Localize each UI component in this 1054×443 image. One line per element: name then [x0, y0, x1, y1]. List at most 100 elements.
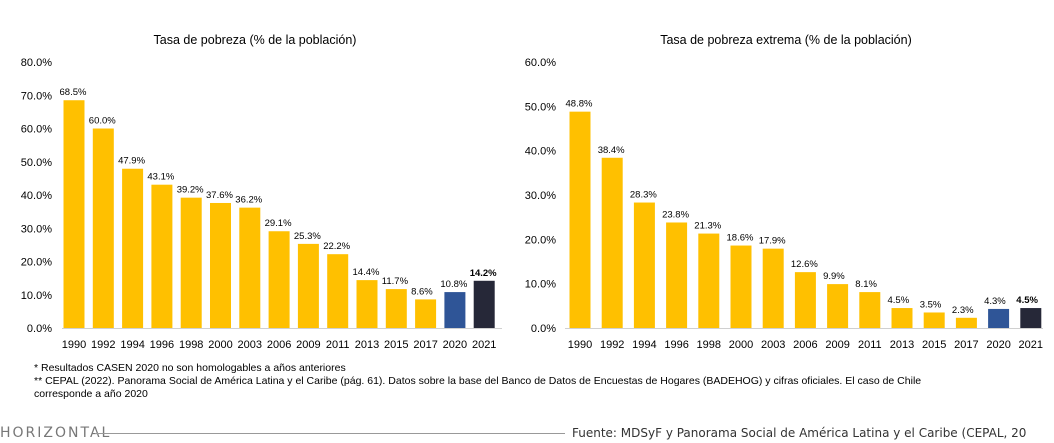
- chart1-ytick-label: 60.0%: [21, 124, 52, 136]
- chart2-data-label-2017: 2.3%: [952, 305, 974, 316]
- chart1-ytick-label: 40.0%: [21, 190, 52, 202]
- chart2-data-label-2015: 3.5%: [920, 299, 942, 310]
- chart2-bar-2015: [923, 312, 945, 328]
- chart2-xtick-label-1992: 1992: [600, 339, 624, 351]
- chart2-bar-1998: [698, 233, 720, 328]
- chart2-xtick-label-2011: 2011: [858, 339, 882, 351]
- footnote-casen: * Resultados CASEN 2020 no son homologab…: [34, 362, 346, 374]
- chart1-bar-1990: [63, 100, 85, 328]
- chart1-data-label-2009: 25.3%: [294, 231, 321, 242]
- chart2-xtick-label-2013: 2013: [890, 339, 914, 351]
- chart2-ytick-label: 0.0%: [531, 323, 556, 335]
- chart2-xtick-label-2003: 2003: [761, 339, 785, 351]
- chart2-data-label-1992: 38.4%: [598, 145, 625, 156]
- footnotes: * Resultados CASEN 2020 no son homologab…: [34, 362, 1034, 401]
- chart2-xtick-label-2021: 2021: [1019, 339, 1043, 351]
- chart1-ytick-label: 30.0%: [21, 223, 52, 235]
- chart1-xtick-label-2011: 2011: [326, 339, 350, 351]
- source-text: Fuente: MDSyF y Panorama Social de Améri…: [572, 426, 1027, 440]
- chart1-bar-2009: [297, 243, 319, 328]
- chart2-xtick-label-1990: 1990: [568, 339, 592, 351]
- chart1-xtick-label-1994: 1994: [120, 339, 144, 351]
- footnote-cepal: ** CEPAL (2022). Panorama Social de Amér…: [34, 375, 922, 387]
- chart1-data-label-1998: 39.2%: [177, 185, 204, 196]
- chart1-data-label-2017: 8.6%: [411, 286, 433, 297]
- chart1-data-label-2021: 14.2%: [470, 268, 497, 279]
- chart1-xtick-label-2013: 2013: [355, 339, 379, 351]
- chart1-data-label-2011: 22.2%: [323, 241, 350, 252]
- chart2-bar-2021: [1020, 308, 1042, 328]
- footer-divider: [95, 433, 565, 434]
- chart2-data-label-2006: 12.6%: [791, 259, 818, 270]
- chart1-ytick-label: 20.0%: [21, 257, 52, 269]
- chart2-data-label-2003: 17.9%: [759, 236, 786, 247]
- chart2-data-label-1996: 23.8%: [662, 209, 689, 220]
- chart2-bar-1990: [569, 111, 591, 328]
- footnote-cepal-cont: corresponde a año 2020: [34, 388, 148, 400]
- chart1-xtick-label-1998: 1998: [179, 339, 203, 351]
- brand-logo: HORIZONTAL: [0, 425, 112, 441]
- chart1-bar-1996: [151, 184, 173, 328]
- chart1-data-label-2015: 11.7%: [382, 276, 409, 287]
- chart1-bar-2015: [385, 289, 407, 328]
- chart2-ytick-label: 50.0%: [525, 101, 556, 113]
- chart1-bar-2021: [473, 280, 495, 328]
- chart1-xtick-label-2006: 2006: [267, 339, 291, 351]
- chart1-ytick-label: 0.0%: [27, 323, 52, 335]
- chart1-data-label-1994: 47.9%: [118, 156, 145, 167]
- chart2-data-label-2011: 8.1%: [855, 279, 877, 290]
- charts-area: Tasa de pobreza (% de la población) 0.0% 1…: [21, 33, 1043, 351]
- chart2-bar-2020: [988, 308, 1010, 328]
- chart1-bar-1994: [122, 168, 144, 328]
- chart1-ytick-label: 10.0%: [21, 290, 52, 302]
- chart2-xtick-label-2017: 2017: [954, 339, 978, 351]
- chart2-data-label-2020: 4.3%: [984, 296, 1006, 307]
- chart2-xtick-label-2020: 2020: [986, 339, 1010, 351]
- chart2-data-label-2013: 4.5%: [888, 295, 910, 306]
- chart1-xtick-label-2021: 2021: [472, 339, 496, 351]
- chart2-data-label-1990: 48.8%: [566, 99, 593, 110]
- chart2-bar-2009: [827, 284, 849, 328]
- chart2-ytick-label: 20.0%: [525, 234, 556, 246]
- chart1-data-label-2006: 29.1%: [265, 218, 292, 229]
- chart2-data-label-1998: 21.3%: [694, 221, 721, 232]
- chart2-bar-2006: [794, 272, 816, 328]
- chart1-xtick-label-1990: 1990: [62, 339, 86, 351]
- chart1-xtick-label-2017: 2017: [413, 339, 437, 351]
- chart2-xtick-label-1996: 1996: [664, 339, 688, 351]
- chart2-xtick-label-2000: 2000: [729, 339, 753, 351]
- chart2-xtick-label-2015: 2015: [922, 339, 946, 351]
- chart1-xtick-label-2000: 2000: [208, 339, 232, 351]
- chart2-data-label-2009: 9.9%: [823, 271, 845, 282]
- chart1-data-label-2020: 10.8%: [440, 279, 467, 290]
- chart1-bar-1992: [92, 128, 114, 328]
- page-footer: HORIZONTAL Fuente: MDSyF y Panorama Soci…: [0, 423, 1054, 443]
- chart1-data-label-2000: 37.6%: [206, 190, 233, 201]
- chart2-bar-2017: [955, 317, 977, 328]
- chart2-bar-2003: [762, 248, 784, 328]
- chart2-ytick-label: 10.0%: [525, 279, 556, 291]
- chart1-bar-1998: [180, 197, 202, 328]
- chart1-ytick-label: 50.0%: [21, 157, 52, 169]
- chart2-ytick-label: 60.0%: [525, 57, 556, 69]
- chart1-data-label-1992: 60.0%: [89, 116, 116, 127]
- chart2-xtick-label-1998: 1998: [697, 339, 721, 351]
- chart2-title: Tasa de pobreza extrema (% de la poblaci…: [660, 33, 912, 47]
- chart1-xtick-label-2020: 2020: [443, 339, 467, 351]
- chart2-bar-1996: [666, 222, 688, 328]
- chart2-ytick-label: 30.0%: [525, 190, 556, 202]
- chart1-ytick-label: 80.0%: [21, 57, 52, 69]
- chart2-data-label-1994: 28.3%: [630, 190, 657, 201]
- chart2-xtick-label-2006: 2006: [793, 339, 817, 351]
- chart1-bar-2000: [210, 202, 231, 328]
- chart2-bar-1992: [601, 157, 623, 328]
- chart1-xtick-label-2009: 2009: [296, 339, 320, 351]
- chart1-data-label-2013: 14.4%: [353, 267, 380, 278]
- chart2-data-label-2000: 18.6%: [727, 233, 754, 244]
- chart1-xtick-label-2003: 2003: [238, 339, 262, 351]
- chart2-data-label-2021: 4.5%: [1016, 295, 1038, 306]
- chart1-bar-2017: [415, 299, 437, 328]
- chart1-bar-2013: [356, 280, 378, 328]
- chart2-bar-2013: [891, 308, 913, 328]
- chart1-title: Tasa de pobreza (% de la población): [154, 33, 357, 47]
